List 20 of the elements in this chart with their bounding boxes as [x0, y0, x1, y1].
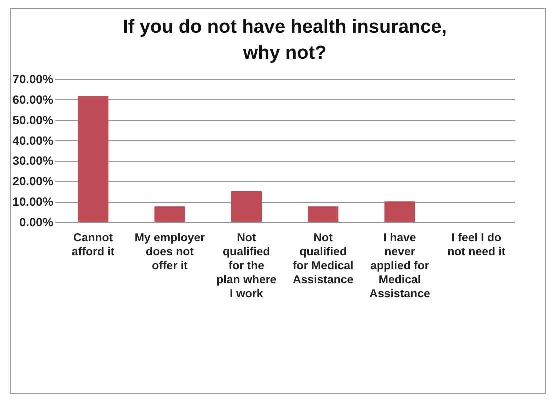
- y-tick-label: 0.00%: [19, 216, 54, 230]
- x-tick-label: My employer does not offer it: [134, 232, 206, 272]
- x-tick-label: I have never applied for Medical Assistance: [370, 232, 430, 300]
- y-tick-label: 10.00%: [12, 195, 54, 210]
- bar: [78, 96, 109, 222]
- y-tick-label: 20.00%: [12, 174, 54, 189]
- y-tick-label: 50.00%: [12, 113, 54, 128]
- x-tick-label: Not qualified for the plan where I work: [216, 232, 277, 300]
- x-tick-label: Not qualified for Medical Assistance: [292, 232, 354, 286]
- x-tick-label: Cannot afford it: [72, 232, 115, 258]
- chart-title: If you do not have health insurance, why not?: [122, 17, 448, 64]
- y-tick-label: 30.00%: [12, 154, 54, 168]
- y-tick-label: 70.00%: [12, 72, 54, 86]
- bar: [384, 202, 416, 222]
- y-tick-label: 40.00%: [12, 134, 54, 148]
- bar: [231, 191, 262, 222]
- y-tick-label: 60.00%: [12, 92, 54, 107]
- bar: [308, 206, 339, 222]
- bar: [154, 206, 186, 222]
- x-tick-label: I feel I do not need it: [448, 232, 506, 258]
